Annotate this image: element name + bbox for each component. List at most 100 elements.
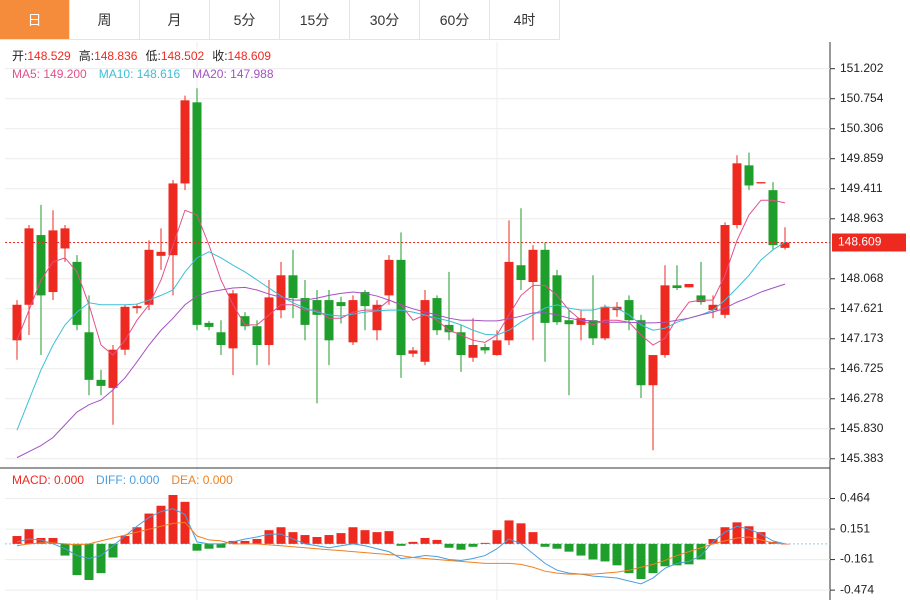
y-tick-label: 149.411	[840, 181, 883, 195]
macd-bar	[636, 543, 646, 580]
macd-bar	[732, 522, 742, 544]
candle-body	[156, 251, 166, 256]
ma-line	[16, 241, 786, 431]
ohlc-label: 高:	[79, 48, 94, 63]
ma-legend: MA5: 149.200 MA10: 148.616 MA20: 147.988	[12, 67, 274, 81]
ohlc-label: 低:	[145, 49, 160, 63]
candle-body	[480, 347, 490, 351]
macd-bar	[252, 538, 262, 544]
period-tab[interactable]: 30分	[350, 0, 420, 40]
candle-body	[624, 300, 634, 321]
ohlc-header: 开:148.529 高:148.836 低:148.502 收:148.609	[12, 48, 271, 63]
candle-body	[576, 318, 586, 325]
candle-body	[96, 379, 106, 386]
candle-body	[216, 332, 226, 346]
candle-body	[360, 292, 370, 307]
macd-bar	[540, 543, 550, 547]
macd-bar	[312, 537, 322, 544]
macd-bar	[96, 543, 106, 574]
candle-body	[288, 275, 298, 299]
macd-bar	[360, 530, 370, 544]
macd-line	[16, 508, 786, 585]
y-tick-label: 150.306	[840, 121, 884, 135]
macd-bar	[264, 530, 274, 544]
candle-body	[300, 298, 310, 325]
candle-body	[780, 242, 790, 248]
macd-header: MACD: 0.000 DIFF: 0.000 DEA: 0.000	[12, 473, 233, 487]
candle-body	[192, 102, 202, 325]
macd-bar	[24, 529, 34, 544]
candle-body	[408, 350, 418, 354]
macd-legend-item: MACD: 0.000	[12, 473, 84, 487]
macd-bar	[408, 541, 418, 544]
candle-body	[168, 183, 178, 256]
macd-bar	[48, 537, 58, 544]
candle-body	[540, 249, 550, 323]
candle-body	[252, 326, 262, 346]
macd-bar	[432, 539, 442, 544]
macd-bar	[468, 543, 478, 547]
macd-line	[16, 521, 786, 575]
macd-bar	[684, 543, 694, 565]
macd-legend-item: DIFF: 0.000	[96, 473, 160, 487]
candle-body	[516, 265, 526, 280]
ohlc-value: 148.609	[228, 49, 272, 63]
candle-body	[660, 285, 670, 356]
candle-body	[204, 322, 214, 327]
y-tick-label: 148.963	[840, 211, 884, 225]
candle-body	[132, 306, 142, 309]
ma-line	[16, 283, 786, 459]
y-tick-label: 147.621	[840, 301, 884, 315]
y-tick-label: 145.830	[840, 421, 884, 435]
macd-bar	[168, 495, 178, 544]
macd-bar	[456, 543, 466, 550]
macd-bar	[720, 527, 730, 544]
macd-bar	[84, 543, 94, 580]
macd-bar	[672, 543, 682, 566]
period-tab[interactable]: 60分	[420, 0, 490, 40]
candle-body	[48, 230, 58, 293]
period-tab[interactable]: 15分	[280, 0, 350, 40]
candle-body	[744, 165, 754, 186]
macd-bar	[324, 535, 334, 544]
period-tab[interactable]: 周	[70, 0, 140, 40]
period-tab[interactable]: 4时	[490, 0, 560, 40]
macd-bar	[552, 543, 562, 549]
period-tab[interactable]: 5分	[210, 0, 280, 40]
candle-body	[120, 306, 130, 350]
candle-body	[240, 316, 250, 327]
ohlc-value: 148.502	[161, 49, 205, 63]
macd-bar	[564, 543, 574, 552]
period-tab[interactable]: 日	[0, 0, 70, 40]
macd-bar	[600, 543, 610, 562]
macd-bar	[612, 543, 622, 566]
candle-body	[72, 261, 82, 325]
candle-body	[636, 320, 646, 386]
macd-bar	[756, 532, 766, 544]
candle-body	[684, 284, 694, 288]
y-tick-label: 0.151	[840, 521, 870, 535]
macd-bar	[12, 536, 22, 544]
macd-bar	[120, 536, 130, 544]
candle-body	[12, 304, 22, 341]
candle-body	[552, 275, 562, 323]
macd-bar	[276, 527, 286, 544]
candle-body	[36, 235, 46, 296]
candle-body	[420, 300, 430, 362]
candle-body	[696, 295, 706, 303]
candle-body	[672, 285, 682, 289]
macd-bar	[336, 533, 346, 544]
macd-bar	[372, 532, 382, 544]
candle-body	[108, 349, 118, 388]
candle-body	[432, 298, 442, 331]
candle-body	[528, 249, 538, 282]
candle-body	[336, 302, 346, 307]
candle-body	[564, 320, 574, 325]
macd-bar	[648, 543, 658, 574]
period-tab[interactable]: 月	[140, 0, 210, 40]
y-tick-label: 146.278	[840, 391, 884, 405]
period-tabs: 日周月 5分 15分 30分 60分 4时	[0, 0, 560, 40]
candle-body	[384, 259, 394, 296]
candle-body	[144, 249, 154, 305]
